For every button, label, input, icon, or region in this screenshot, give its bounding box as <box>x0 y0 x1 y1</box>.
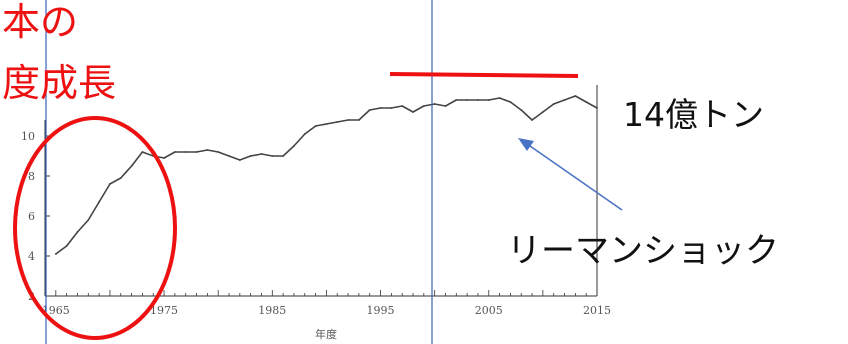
y-tick-label: 10 <box>21 130 35 143</box>
data-point <box>87 219 90 221</box>
data-point <box>65 245 68 247</box>
data-point <box>271 155 274 157</box>
data-point <box>477 99 479 101</box>
x-tick-label: 1975 <box>150 304 178 317</box>
data-point <box>552 103 555 105</box>
annotation-red-line2: 度成長 <box>2 61 116 105</box>
data-point <box>303 133 306 135</box>
data-point <box>412 111 414 113</box>
data-point <box>574 95 577 97</box>
x-tick-label: 2005 <box>475 304 503 317</box>
data-point <box>422 105 425 107</box>
data-series <box>54 95 598 255</box>
x-tick-label: 1995 <box>367 304 395 317</box>
data-point <box>282 155 285 157</box>
data-point <box>314 125 317 127</box>
data-point <box>325 123 328 125</box>
data-point <box>498 97 501 99</box>
y-tick-label: 6 <box>28 210 35 223</box>
data-point <box>466 99 469 101</box>
x-axis-ticks: 1965 1975 1985 1995 2005 2015 <box>42 304 611 317</box>
data-point <box>141 151 144 153</box>
data-point <box>206 149 209 151</box>
x-tick-label: 2015 <box>583 304 611 317</box>
data-point <box>433 103 436 105</box>
event-arrow <box>529 145 623 211</box>
data-point <box>368 109 371 111</box>
event-arrow-head <box>518 138 534 151</box>
data-point <box>130 165 133 167</box>
data-point <box>541 111 544 113</box>
data-point <box>347 119 349 121</box>
data-point <box>109 183 111 185</box>
data-point <box>390 107 393 109</box>
x-tick-label: 1985 <box>258 304 286 317</box>
data-point <box>119 177 122 179</box>
data-point <box>293 145 295 147</box>
data-point <box>76 231 79 233</box>
data-point <box>379 107 382 109</box>
y-tick-label: 8 <box>28 170 35 183</box>
data-point <box>357 119 360 121</box>
data-point <box>596 107 598 109</box>
annotation-event-label: リーマンショック <box>507 231 779 271</box>
data-point <box>563 99 566 101</box>
data-point <box>184 151 187 153</box>
data-point <box>336 121 339 123</box>
peak-level-line <box>389 72 579 78</box>
data-point <box>228 155 230 157</box>
highlight-circle <box>13 116 177 340</box>
annotations: 本の 度成長 14億トン リーマンショック <box>2 0 779 344</box>
data-point <box>531 119 533 121</box>
data-point <box>585 101 588 103</box>
data-point <box>509 101 512 103</box>
data-point <box>238 159 241 161</box>
data-point <box>98 201 101 203</box>
data-point <box>520 109 523 111</box>
annotation-level-label: 14億トン <box>623 95 764 134</box>
x-axis-label: 年度 <box>315 327 337 341</box>
data-point <box>260 153 263 155</box>
data-point <box>217 151 220 153</box>
data-point <box>173 151 176 153</box>
data-point <box>444 105 447 107</box>
x-tick-label: 1965 <box>42 304 70 317</box>
data-point <box>54 253 57 255</box>
data-point <box>195 151 198 153</box>
y-tick-label: 4 <box>28 250 35 263</box>
annotation-red-line1: 本の <box>2 0 78 44</box>
data-point <box>401 105 404 107</box>
chart-axes <box>44 85 598 297</box>
data-point <box>249 155 252 157</box>
data-point <box>455 99 458 101</box>
data-point <box>487 99 490 101</box>
data-point <box>163 157 165 159</box>
